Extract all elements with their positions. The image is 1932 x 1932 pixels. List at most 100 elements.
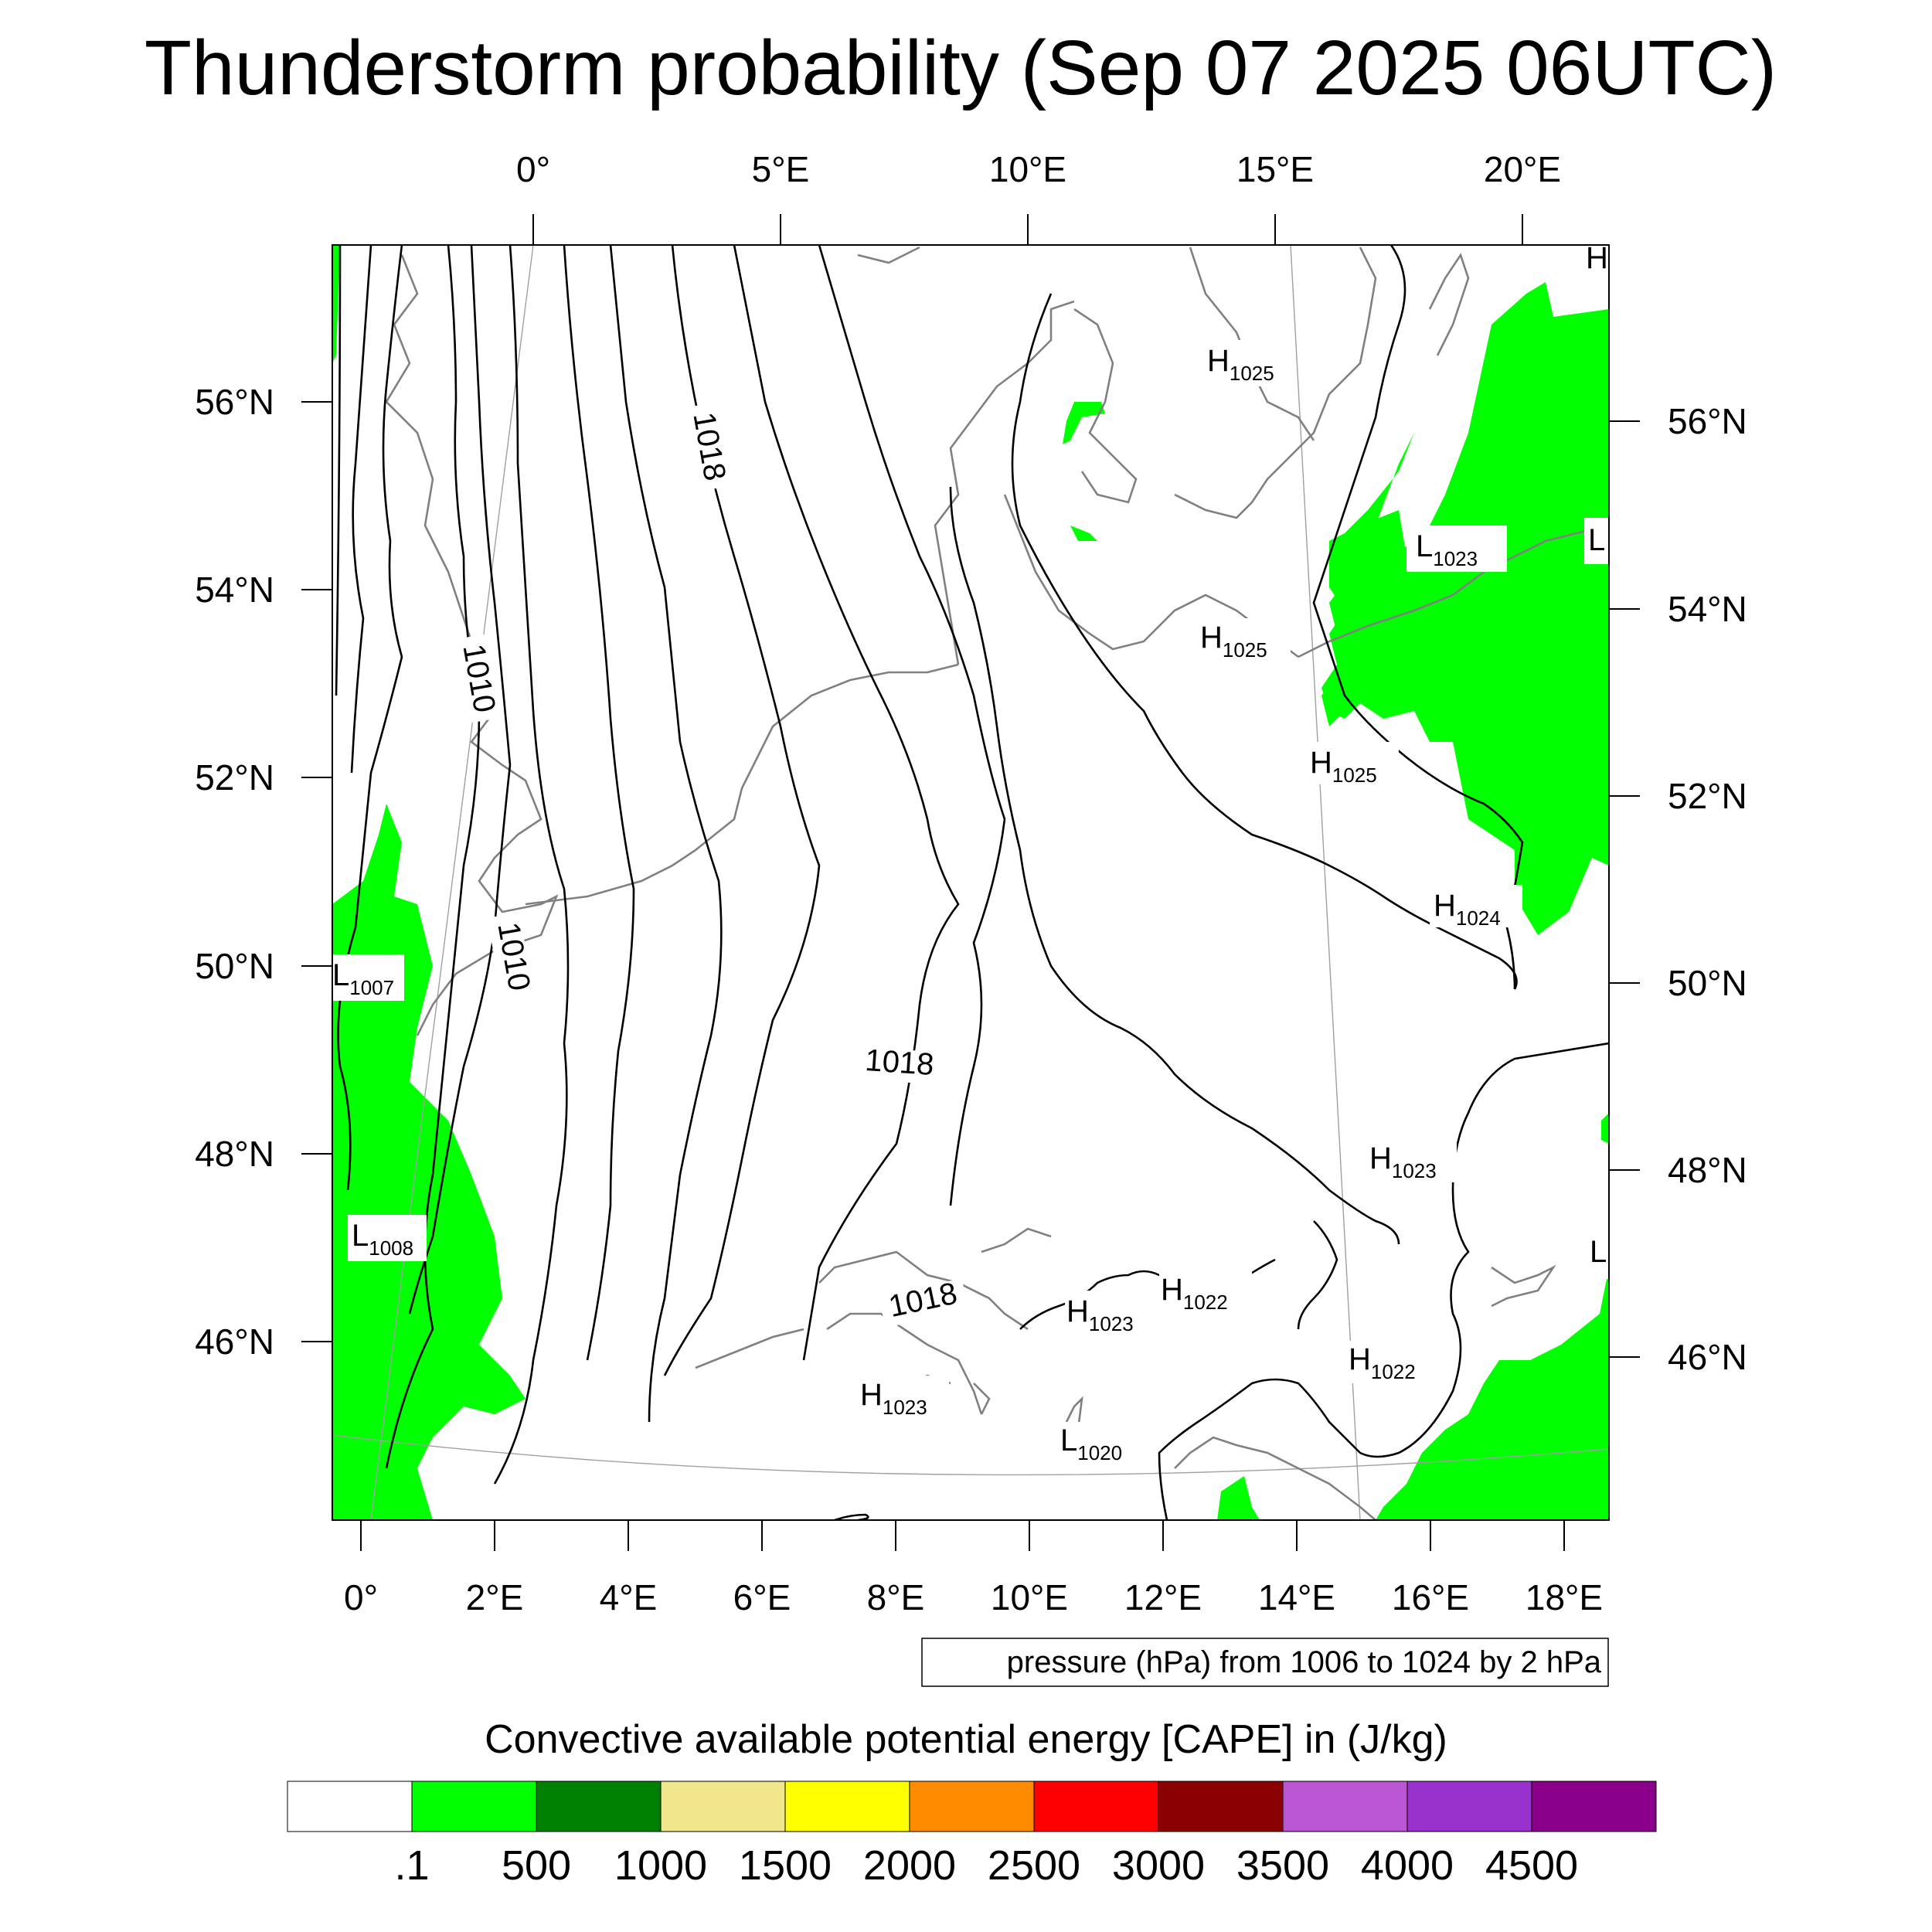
- colorbar-swatch: [1531, 1781, 1657, 1832]
- colorbar-swatch: [784, 1781, 910, 1832]
- graticule: [332, 245, 1609, 1520]
- left-lat-label: 50°N: [195, 946, 274, 986]
- left-lat-label: 46°N: [195, 1321, 274, 1362]
- colorbar-swatch: [536, 1781, 662, 1832]
- pressure-center: H1025: [1198, 618, 1291, 662]
- cape-region-denmark2: [1070, 526, 1097, 541]
- left-lat-label: 52°N: [195, 757, 274, 798]
- pressure-center: L1023: [1406, 526, 1507, 572]
- colorbar-swatch: [660, 1781, 786, 1832]
- svg-text:L1020: L1020: [1060, 1423, 1122, 1464]
- right-lat-axis: 56°N 54°N 52°N 50°N 48°N 46°N: [1609, 401, 1747, 1377]
- pressure-center: H1024: [1430, 885, 1522, 930]
- colorbar-swatch: [287, 1781, 413, 1832]
- contour-info-text: pressure (hPa) from 1006 to 1024 by 2 hP…: [1007, 1645, 1602, 1679]
- colorbar-label: 4500: [1485, 1842, 1578, 1889]
- colorbar: Convective available potential energy [C…: [287, 1717, 1657, 1889]
- pressure-center: H1025: [1206, 340, 1291, 386]
- colorbar-labels: .1 500 1000 1500 2000 2500 3000 3500 4000 4500: [394, 1842, 1578, 1889]
- pressure-center: H1022: [1159, 1271, 1252, 1314]
- pressure-center: L1008: [348, 1215, 427, 1261]
- bottom-lon-label: 6°E: [733, 1577, 791, 1617]
- center-type: H: [1066, 1294, 1089, 1328]
- colorbar-swatch: [909, 1781, 1035, 1832]
- pressure-center: H1023: [1364, 1140, 1457, 1182]
- svg-text:H1022: H1022: [1161, 1273, 1228, 1314]
- colorbar-label: .1: [394, 1842, 429, 1889]
- colorbar-title: Convective available potential energy [C…: [485, 1717, 1447, 1762]
- colorbar-swatch: [1033, 1781, 1159, 1832]
- center-type: L: [1588, 523, 1605, 557]
- center-value: 1008: [369, 1236, 413, 1260]
- center-value: 1023: [1089, 1312, 1134, 1335]
- center-value: 1022: [1371, 1360, 1416, 1383]
- top-lon-label: 10°E: [989, 149, 1066, 189]
- bottom-lon-label: 10°E: [991, 1577, 1068, 1617]
- center-value: 1023: [883, 1396, 927, 1419]
- svg-text:H1025: H1025: [1207, 344, 1274, 385]
- center-type: H: [1161, 1273, 1183, 1307]
- bottom-lon-label: 4°E: [600, 1577, 658, 1617]
- center-type: L: [1060, 1423, 1077, 1458]
- bottom-lon-label: 0°: [344, 1577, 378, 1617]
- center-type: H: [1310, 746, 1332, 780]
- colorbar-label: 4000: [1361, 1842, 1454, 1889]
- contour-info-box: pressure (hPa) from 1006 to 1024 by 2 hP…: [921, 1638, 1609, 1687]
- top-lon-label: 20°E: [1484, 149, 1561, 189]
- bottom-lon-label: 16°E: [1392, 1577, 1469, 1617]
- figure-title: Thunderstorm probability (Sep 07 2025 06…: [145, 25, 1777, 111]
- center-value: 1023: [1392, 1159, 1437, 1182]
- left-lat-label: 48°N: [195, 1134, 274, 1174]
- colorbar-label: 1000: [614, 1842, 707, 1889]
- colorbar-label: 1500: [739, 1842, 832, 1889]
- contour-label: 1018: [864, 1043, 935, 1082]
- center-value: 1025: [1332, 764, 1377, 787]
- pressure-center: L1007: [332, 954, 404, 1001]
- right-lat-label: 50°N: [1668, 963, 1747, 1003]
- cape-region-denmark: [1063, 402, 1105, 444]
- cape-region-southeast: [1376, 1267, 1609, 1520]
- coastlines: [385, 246, 1609, 1520]
- colorbar-label: 3000: [1112, 1842, 1205, 1889]
- svg-text:L1008: L1008: [352, 1219, 413, 1260]
- colorbar-label: 3500: [1236, 1842, 1329, 1889]
- center-value: 1020: [1077, 1441, 1122, 1464]
- cape-region-east-edge: [1601, 1113, 1609, 1144]
- contour-labels: 1018 1010 1010 1018 1018: [452, 402, 969, 1328]
- center-type: H: [1200, 621, 1223, 655]
- bottom-lon-label: 12°E: [1124, 1577, 1202, 1617]
- top-lon-axis: 0° 5°E 10°E 15°E 20°E: [516, 149, 1561, 245]
- left-lat-axis: 56°N 54°N 52°N 50°N 48°N 46°N: [195, 382, 332, 1362]
- center-type: H: [860, 1378, 883, 1412]
- svg-text:L1023: L1023: [1416, 529, 1478, 570]
- right-lat-label: 56°N: [1668, 401, 1747, 441]
- colorbar-swatches: [287, 1781, 1657, 1832]
- svg-text:H1025: H1025: [1200, 621, 1267, 662]
- center-value: 1023: [1433, 547, 1478, 570]
- left-lat-label: 54°N: [195, 570, 274, 610]
- svg-text:L: L: [1590, 1235, 1607, 1269]
- right-lat-label: 52°N: [1668, 776, 1747, 816]
- colorbar-label: 500: [502, 1842, 571, 1889]
- right-lat-label: 54°N: [1668, 589, 1747, 629]
- center-type: L: [1416, 529, 1433, 563]
- svg-text:H1022: H1022: [1349, 1342, 1416, 1383]
- bottom-lon-label: 18°E: [1526, 1577, 1603, 1617]
- pressure-center: L: [1584, 518, 1609, 564]
- center-type: H: [1349, 1342, 1371, 1376]
- svg-text:H1023: H1023: [860, 1378, 927, 1419]
- svg-text:L1007: L1007: [332, 958, 394, 999]
- svg-text:H1025: H1025: [1310, 746, 1377, 787]
- center-type: L: [332, 958, 349, 992]
- colorbar-label: 2000: [863, 1842, 956, 1889]
- center-value: 1007: [349, 976, 394, 999]
- bottom-lon-axis: 0° 2°E 4°E 6°E 8°E 10°E 12°E 14°E 16°E 1…: [344, 1520, 1603, 1617]
- cape-region-nw: [332, 245, 340, 363]
- map-area: H H1025 L1023 L H1025 H1025 H1024 L1007 …: [332, 241, 1609, 1520]
- pressure-center: H1025: [1306, 742, 1399, 787]
- svg-text:H: H: [1586, 241, 1608, 275]
- center-value: 1025: [1223, 638, 1267, 662]
- center-type: H: [1207, 344, 1230, 378]
- top-lon-label: 5°E: [752, 149, 810, 189]
